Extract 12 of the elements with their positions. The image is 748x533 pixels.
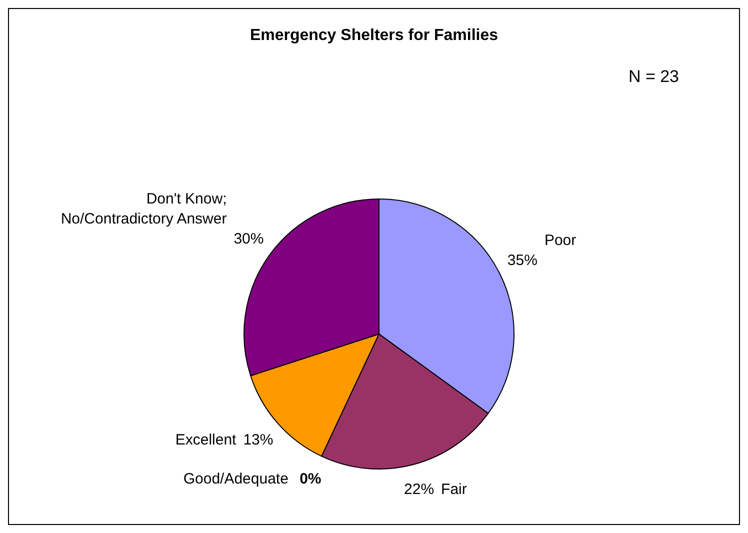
data-label: 30%	[234, 230, 264, 248]
data-label: 35%	[507, 252, 538, 269]
slice-label: Fair	[441, 480, 467, 498]
data-label: 13%	[243, 431, 274, 448]
text: N = 23	[628, 67, 679, 87]
slice-label: Don't Know; No/Contradictory Answer	[60, 190, 227, 228]
text: 0%	[300, 470, 322, 488]
slice-label: Excellent	[175, 431, 238, 448]
category-label: Good/Adequate	[183, 470, 288, 488]
data-label: 22%	[404, 480, 434, 498]
slice-label: Poor	[544, 232, 576, 249]
chart-title: Emergency Shelters for Families	[248, 27, 500, 45]
